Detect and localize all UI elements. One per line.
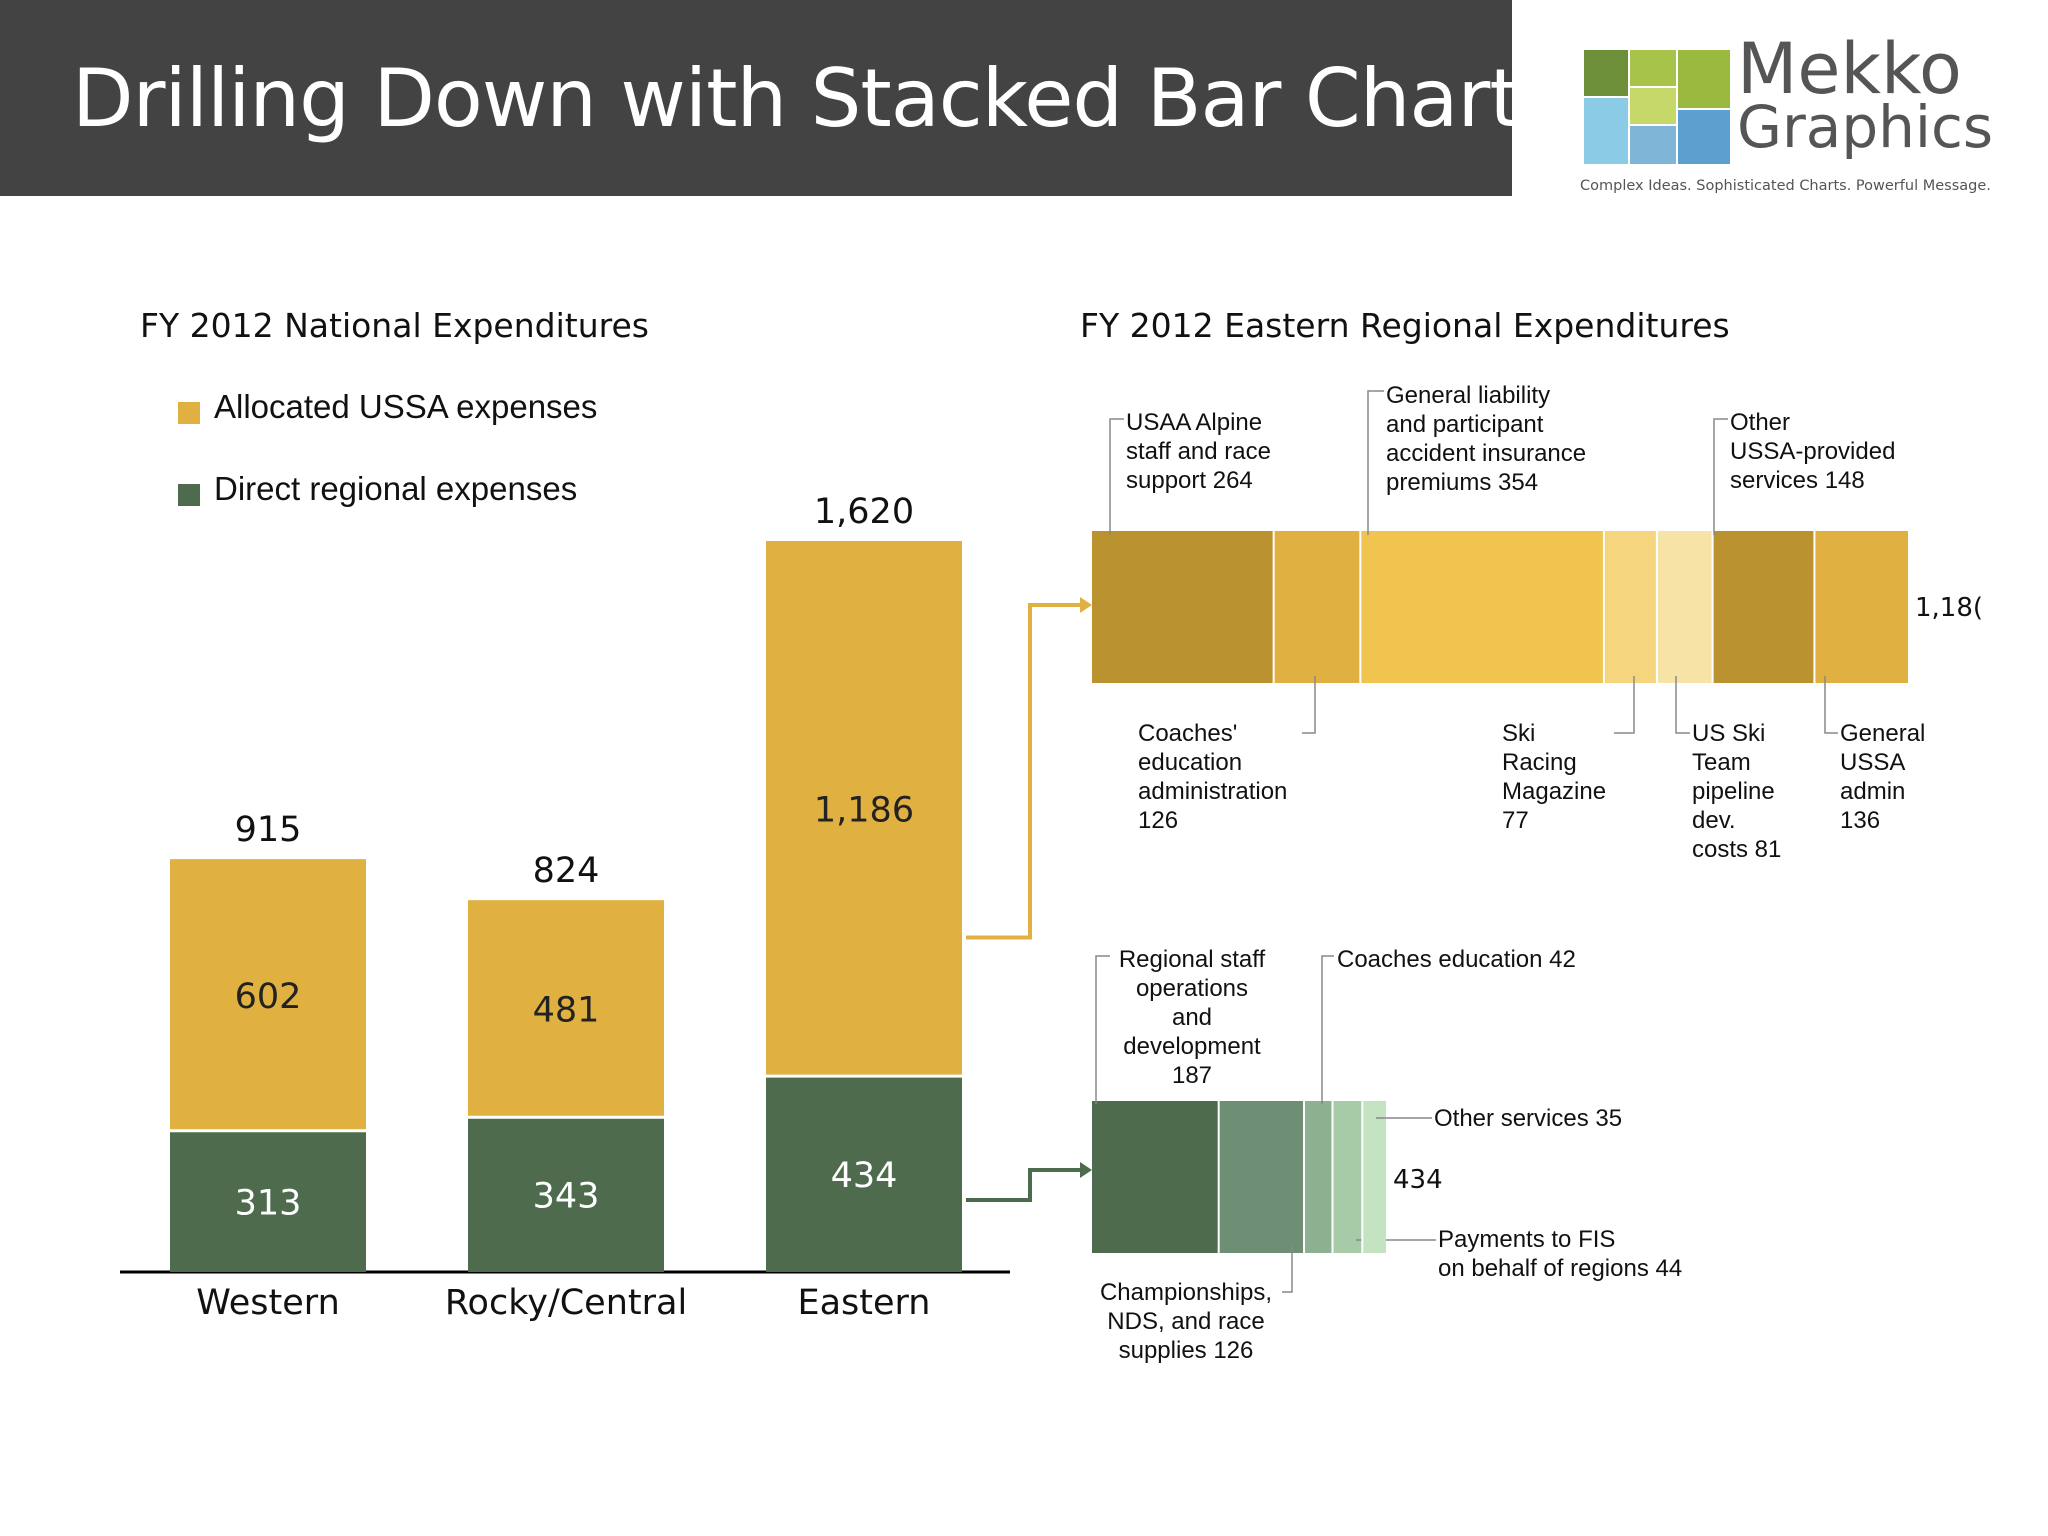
segment-label-2-2: Coaches education 42: [1337, 946, 1576, 973]
bar-allocated-0: [170, 859, 366, 1131]
segment-1-3: [1603, 531, 1657, 683]
segment-label-2-0: Regional staff operations and development 18…: [1119, 946, 1266, 1089]
leader-1-5: [1713, 418, 1728, 535]
connector-direct: [966, 1168, 1085, 1202]
data-label-direct-1: 343: [533, 1177, 600, 1217]
x-tick-label-1: Rocky/Central: [445, 1283, 687, 1323]
logo-mosaic-icon: [1582, 48, 1732, 166]
legend-label-direct: Direct regional expenses: [214, 470, 578, 507]
legend-swatch-allocated: [178, 402, 200, 424]
bar-direct-0: [170, 1130, 366, 1272]
leader-1-4: [1675, 676, 1690, 734]
national-chart-title: FY 2012 National Expenditures: [140, 306, 649, 345]
segment-label-1-0: USAA Alpine staff and race support 264: [1126, 409, 1271, 494]
leader-1-2: [1367, 390, 1384, 535]
leader-2-2: [1321, 955, 1334, 1104]
x-tick-label-0: Western: [196, 1283, 340, 1323]
legend-label-allocated: Allocated USSA expenses: [214, 388, 598, 425]
total-label-2: 434: [1393, 1165, 1443, 1195]
segment-1-2: [1360, 531, 1604, 683]
leader-2-1: [1282, 1246, 1293, 1293]
total-label-1: 824: [533, 851, 600, 891]
eastern-chart-title: FY 2012 Eastern Regional Expenditures: [1080, 306, 1730, 345]
segment-1-1: [1273, 531, 1361, 683]
data-label-allocated-2: 1,186: [814, 791, 914, 831]
segment-2-1: [1218, 1101, 1305, 1253]
segment-label-1-4: US Ski Team pipeline dev. costs 81: [1692, 720, 1781, 863]
segment-1-6: [1814, 531, 1908, 683]
data-label-allocated-1: 481: [533, 991, 600, 1031]
arrowhead-direct: [1080, 1162, 1092, 1178]
logo-word-mekko: Mekko: [1737, 28, 1962, 110]
bar-allocated-2: [766, 541, 962, 1077]
segment-2-4: [1362, 1101, 1386, 1253]
segment-label-2-4: Other services 35: [1434, 1105, 1622, 1132]
header-bar: [0, 0, 1512, 196]
segment-2-0: [1092, 1101, 1219, 1253]
mekko-graphics-logo: Mekko Graphics Complex Ideas. Sophistica…: [1572, 34, 1994, 200]
segment-1-0: [1092, 531, 1274, 683]
segment-label-1-5: Other USSA-provided services 148: [1730, 409, 1895, 494]
slide-title: Drilling Down with Stacked Bar Charts: [72, 52, 1561, 145]
segment-1-4: [1656, 531, 1713, 683]
bar-direct-1: [468, 1117, 664, 1272]
leader-1-6: [1824, 676, 1838, 734]
data-label-direct-2: 434: [831, 1156, 898, 1196]
segment-label-2-3: Payments to FIS on behalf of regions 44: [1438, 1226, 1682, 1282]
logo-word-graphics: Graphics: [1737, 93, 1994, 161]
segment-2-2: [1304, 1101, 1333, 1253]
segment-label-1-3: Ski Racing Magazine 77: [1502, 720, 1606, 834]
segment-2-3: [1332, 1101, 1363, 1253]
arrowhead-allocated: [1080, 597, 1092, 613]
x-tick-label-2: Eastern: [797, 1283, 930, 1323]
leader-1-0: [1109, 418, 1124, 535]
segment-label-1-6: General USSA admin 136: [1840, 720, 1925, 834]
data-label-direct-0: 313: [235, 1183, 302, 1223]
total-label-2: 1,620: [814, 492, 914, 532]
leader-2-0: [1095, 955, 1110, 1104]
bar-direct-2: [766, 1076, 962, 1272]
segment-1-5: [1712, 531, 1815, 683]
legend-swatch-direct: [178, 484, 200, 506]
data-label-allocated-0: 602: [235, 977, 302, 1017]
segment-label-1-1: Coaches' education administration 126: [1138, 720, 1287, 834]
bar-allocated-1: [468, 900, 664, 1118]
total-label-1: 1,18(: [1915, 593, 1983, 623]
connector-allocated: [966, 603, 1085, 940]
segment-label-2-1: Championships, NDS, and race supplies 126: [1100, 1279, 1272, 1364]
leader-1-1: [1302, 676, 1316, 734]
total-label-0: 915: [235, 810, 302, 850]
leader-1-3: [1614, 676, 1635, 734]
segment-label-1-2: General liability and participant accident…: [1386, 382, 1586, 496]
logo-tagline: Complex Ideas. Sophisticated Charts. Pow…: [1580, 178, 1991, 194]
